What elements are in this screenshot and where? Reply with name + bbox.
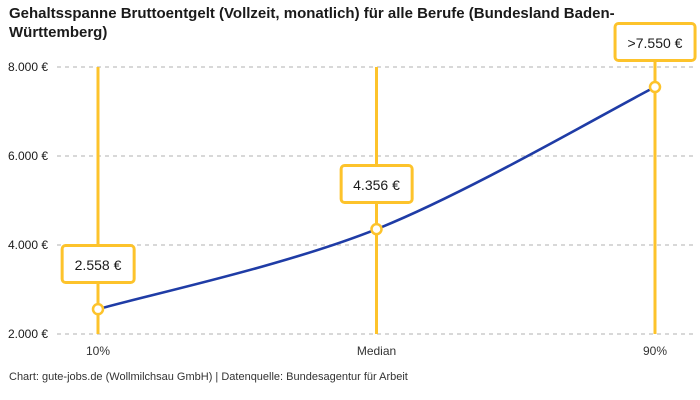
y-axis-tick-label: 8.000 € (8, 60, 49, 74)
x-axis-tick-label: 10% (85, 344, 111, 358)
y-axis-tick-label: 4.000 € (8, 238, 49, 252)
x-axis-tick-label: 90% (642, 344, 668, 358)
value-label: 2.558 € (60, 244, 136, 285)
y-axis-tick-label: 6.000 € (8, 149, 49, 163)
value-label: 4.356 € (339, 164, 414, 205)
x-axis-tick-label: Median (356, 344, 397, 358)
y-axis-tick-label: 2.000 € (8, 327, 49, 341)
data-point-marker (648, 80, 662, 94)
chart-source-note: Chart: gute-jobs.de (Wollmilchsau GmbH) … (9, 371, 408, 383)
data-point-marker (91, 302, 105, 316)
data-point-marker (370, 222, 383, 236)
chart-title: Gehaltsspanne Bruttoentgelt (Vollzeit, m… (9, 5, 615, 41)
value-label: >7.550 € (613, 22, 697, 63)
